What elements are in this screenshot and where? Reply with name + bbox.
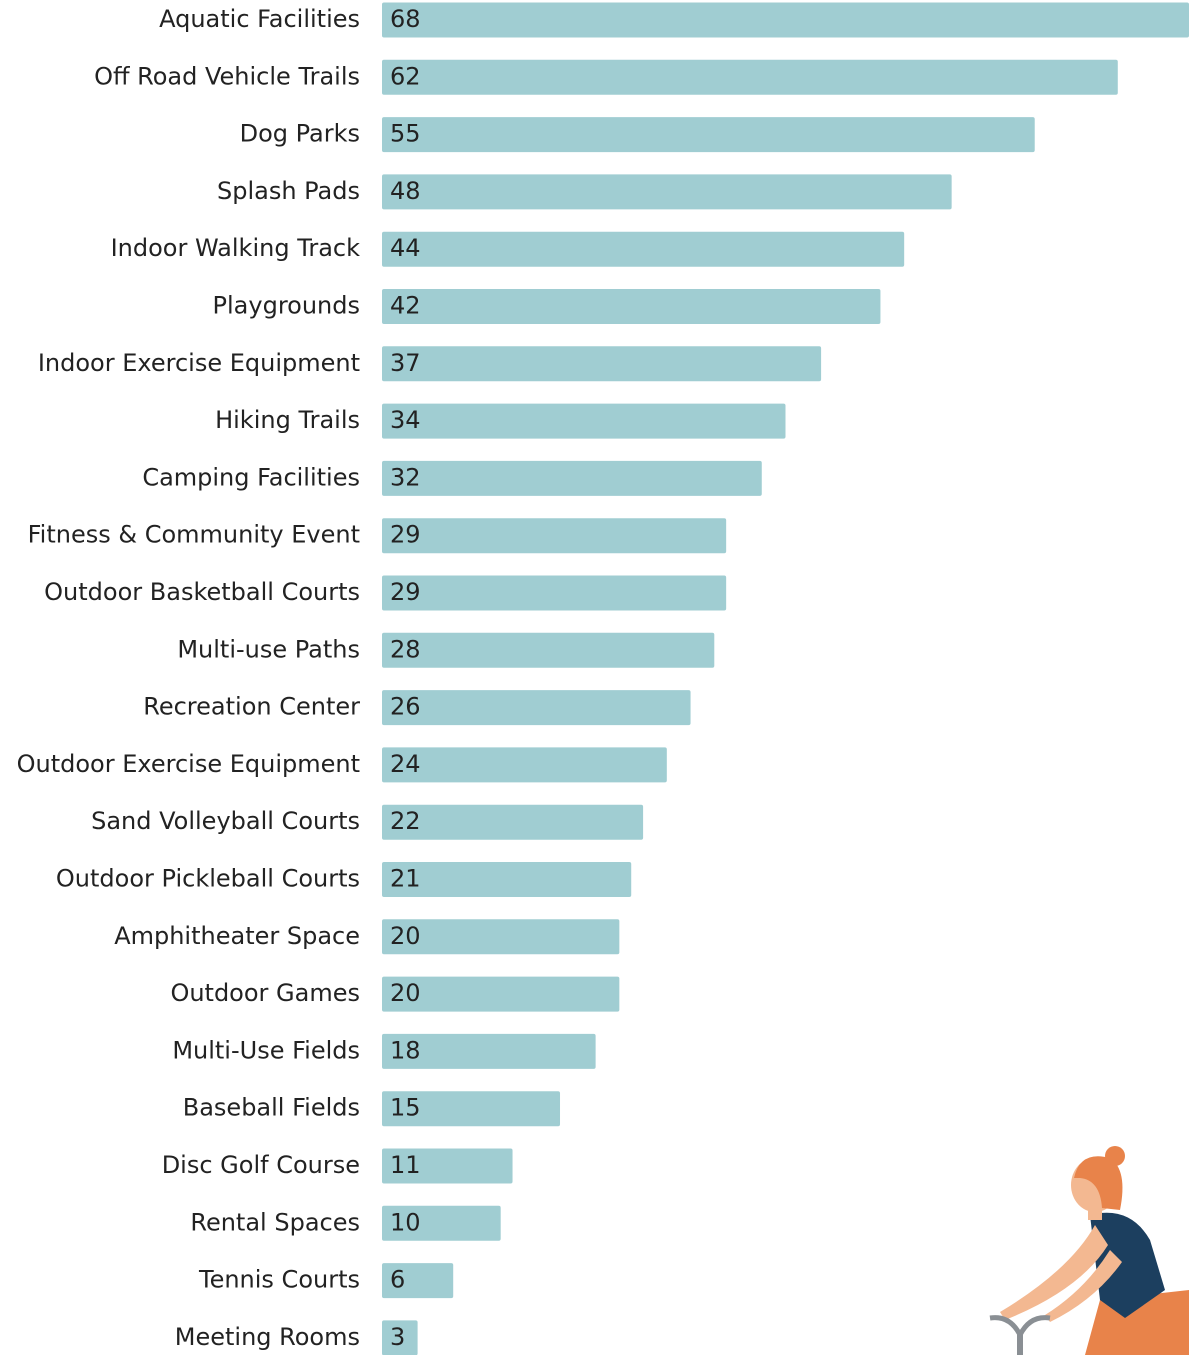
category-label: Sand Volleyball Courts — [91, 807, 360, 835]
category-label: Hiking Trails — [215, 406, 360, 434]
category-label: Tennis Courts — [198, 1266, 360, 1294]
bar — [382, 976, 620, 1012]
value-label: 3 — [390, 1323, 405, 1351]
category-label: Off Road Vehicle Trails — [94, 62, 360, 90]
cyclist-illustration — [989, 1146, 1189, 1355]
value-label: 29 — [390, 521, 421, 549]
value-label: 11 — [390, 1151, 421, 1179]
value-label: 42 — [390, 292, 421, 320]
bar — [382, 174, 952, 210]
value-label: 20 — [390, 979, 421, 1007]
value-label: 32 — [390, 463, 421, 491]
bar — [382, 690, 691, 726]
bar — [382, 518, 727, 554]
category-label: Splash Pads — [217, 177, 360, 205]
value-label: 55 — [390, 120, 421, 148]
value-label: 44 — [390, 234, 421, 262]
value-label: 26 — [390, 693, 421, 721]
bar — [382, 1205, 501, 1241]
category-label: Indoor Walking Track — [111, 234, 361, 262]
bar — [382, 117, 1035, 153]
category-label: Outdoor Exercise Equipment — [17, 750, 360, 778]
value-label: 20 — [390, 922, 421, 950]
value-label: 29 — [390, 578, 421, 606]
category-label: Outdoor Games — [170, 979, 360, 1007]
bar — [382, 862, 632, 897]
category-label: Baseball Fields — [183, 1094, 360, 1122]
category-label: Camping Facilities — [142, 463, 360, 491]
category-label: Meeting Rooms — [175, 1323, 360, 1351]
value-label: 10 — [390, 1208, 421, 1236]
bar — [382, 919, 620, 955]
category-label: Outdoor Basketball Courts — [44, 578, 360, 606]
value-label: 28 — [390, 635, 421, 663]
category-label: Disc Golf Course — [162, 1151, 360, 1179]
bar — [382, 1320, 418, 1355]
value-label: 6 — [390, 1266, 405, 1294]
bar — [382, 804, 644, 840]
category-label: Fitness & Community Event — [28, 521, 360, 549]
bar — [382, 1033, 596, 1069]
bar — [382, 1148, 513, 1184]
bar — [382, 575, 727, 611]
bar — [382, 403, 786, 439]
bar — [382, 346, 822, 382]
bar — [382, 231, 905, 267]
category-label: Amphitheater Space — [114, 922, 360, 950]
value-label: 34 — [390, 406, 421, 434]
bar — [382, 289, 881, 324]
value-label: 48 — [390, 177, 421, 205]
bar — [382, 460, 762, 496]
category-label: Indoor Exercise Equipment — [38, 349, 360, 377]
category-label: Recreation Center — [143, 693, 360, 721]
bar — [382, 632, 715, 668]
value-label: 21 — [390, 865, 421, 893]
value-label: 24 — [390, 750, 421, 778]
category-label: Playgrounds — [213, 292, 360, 320]
bar — [382, 747, 667, 783]
value-label: 62 — [390, 62, 421, 90]
bar — [382, 59, 1118, 95]
category-label: Multi-Use Fields — [172, 1036, 360, 1064]
category-label: Rental Spaces — [190, 1208, 360, 1236]
category-label: Dog Parks — [240, 120, 360, 148]
value-label: 15 — [390, 1094, 421, 1122]
value-label: 37 — [390, 349, 421, 377]
category-label: Aquatic Facilities — [159, 5, 360, 33]
bar — [382, 1091, 561, 1127]
value-label: 22 — [390, 807, 421, 835]
value-label: 68 — [390, 5, 421, 33]
value-label: 18 — [390, 1036, 421, 1064]
category-label: Multi-use Paths — [177, 635, 360, 663]
category-label: Outdoor Pickleball Courts — [56, 865, 360, 893]
bar — [382, 2, 1189, 38]
bar — [382, 1263, 454, 1299]
